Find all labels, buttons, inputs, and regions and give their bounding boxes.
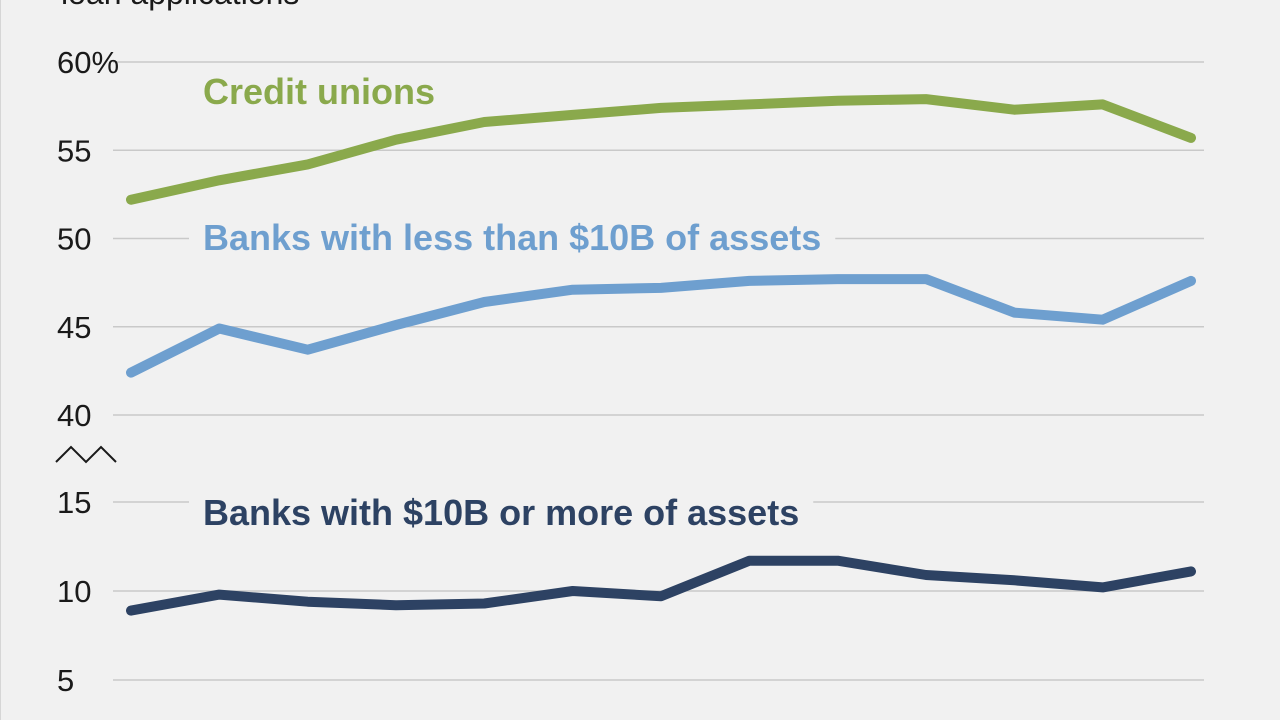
y-tick-label-lower: 10 xyxy=(57,574,91,609)
axis-break-layer xyxy=(55,445,117,464)
series-label-3: Banks with $10B or more of assets xyxy=(203,492,799,533)
y-tick-label-lower: 5 xyxy=(57,663,74,698)
y-tick-label-upper: 55 xyxy=(57,133,91,168)
series-label-1: Credit unions xyxy=(203,71,435,112)
axis-break-marker xyxy=(55,445,117,464)
series-layer xyxy=(126,94,1196,616)
series-label-background xyxy=(189,488,814,537)
series-label-2: Banks with less than $10B of assets xyxy=(203,217,821,258)
series-label-background xyxy=(189,67,449,116)
series-line-1 xyxy=(126,94,1196,205)
y-tick-label-upper: 45 xyxy=(57,310,91,345)
series-line-2 xyxy=(126,274,1196,378)
y-tick-label-upper: 40 xyxy=(57,398,91,433)
series-line-3 xyxy=(126,555,1196,616)
series-label-layer: Credit unions Banks with less than $10B o… xyxy=(189,67,836,537)
y-tick-label-upper: 50 xyxy=(57,222,91,257)
y-tick-label-lower: 15 xyxy=(57,485,91,520)
y-tick-label-upper: 60% xyxy=(57,45,119,80)
series-label-background xyxy=(189,213,836,262)
chart-title: loan applications xyxy=(61,0,299,11)
tick-label-layer: 60% 55 50 45 40 15 10 5 xyxy=(57,45,119,698)
